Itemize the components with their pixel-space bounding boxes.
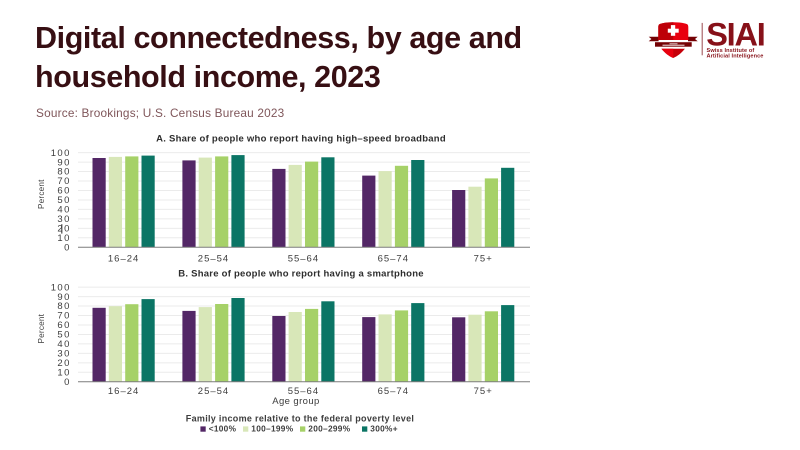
svg-text:Swiss Institute of: Swiss Institute of — [707, 48, 755, 54]
svg-text:65–74: 65–74 — [378, 254, 409, 265]
svg-text:40: 40 — [57, 339, 70, 350]
svg-text:0: 0 — [64, 243, 71, 254]
svg-text:60: 60 — [57, 186, 70, 197]
svg-text:SIAI: SIAI — [706, 17, 764, 53]
svg-text:<100%: <100% — [209, 423, 237, 433]
svg-text:50: 50 — [57, 195, 70, 206]
svg-text:Percent: Percent — [37, 179, 46, 209]
svg-text:90: 90 — [57, 157, 70, 168]
svg-text:300%+: 300%+ — [370, 423, 398, 433]
svg-text:Family income relative to the: Family income relative to the federal po… — [186, 414, 414, 424]
svg-text:70: 70 — [57, 176, 70, 187]
svg-text:75+: 75+ — [474, 386, 493, 397]
svg-text:Percent: Percent — [37, 313, 46, 343]
svg-text:A. Share of people who report: A. Share of people who report having hig… — [156, 134, 446, 145]
svg-text:25–54: 25–54 — [198, 254, 229, 265]
svg-text:25–54: 25–54 — [198, 386, 229, 397]
svg-text:90: 90 — [57, 292, 70, 303]
svg-text:55–64: 55–64 — [288, 254, 319, 265]
svg-text:30: 30 — [57, 214, 70, 225]
svg-text:50: 50 — [57, 330, 70, 341]
svg-text:100–199%: 100–199% — [251, 423, 293, 433]
svg-text:Age group: Age group — [272, 396, 319, 407]
svg-text:16–24: 16–24 — [108, 254, 139, 265]
svg-text:40: 40 — [57, 205, 70, 216]
svg-text:100: 100 — [51, 148, 71, 159]
svg-text:Artificial Intelligence: Artificial Intelligence — [707, 54, 764, 60]
svg-text:75+: 75+ — [474, 254, 493, 265]
svg-text:20: 20 — [57, 358, 70, 369]
svg-text:16–24: 16–24 — [108, 386, 139, 397]
svg-text:10: 10 — [57, 368, 70, 379]
svg-text:65–74: 65–74 — [378, 386, 409, 397]
svg-text:10: 10 — [57, 233, 70, 244]
svg-text:20: 20 — [57, 224, 70, 235]
svg-text:200–299%: 200–299% — [308, 423, 350, 433]
svg-text:80: 80 — [57, 301, 70, 312]
svg-text:30: 30 — [57, 349, 70, 360]
svg-text:80: 80 — [57, 167, 70, 178]
svg-text:B. Share of people who report: B. Share of people who report having a s… — [178, 269, 424, 280]
svg-text:0: 0 — [64, 377, 71, 388]
svg-text:55–64: 55–64 — [288, 386, 319, 397]
svg-text:60: 60 — [57, 320, 70, 331]
svg-text:70: 70 — [57, 311, 70, 322]
svg-text:100: 100 — [51, 282, 71, 293]
